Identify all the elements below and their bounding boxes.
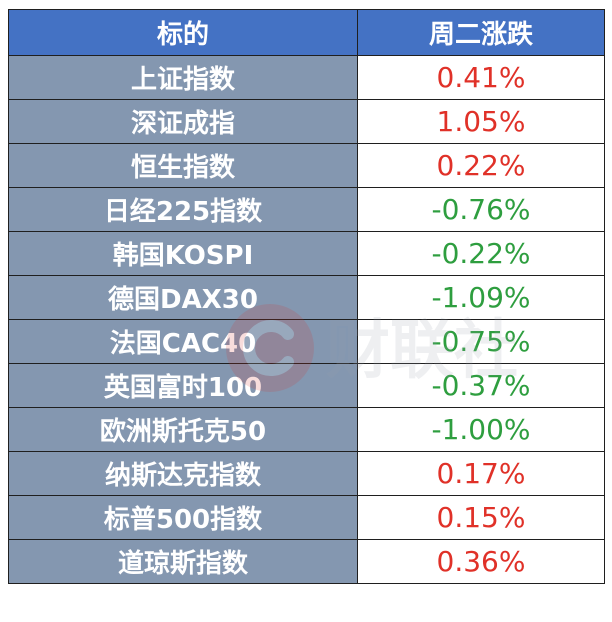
table-row: 道琼斯指数 0.36% xyxy=(8,539,605,584)
table-row: 纳斯达克指数 0.17% xyxy=(8,451,605,496)
table-row: 标普500指数 0.15% xyxy=(8,495,605,540)
index-name-cell: 英国富时100 xyxy=(8,363,358,408)
change-value-cell: 0.22% xyxy=(357,143,605,188)
table-header-row: 标的 周二涨跌 xyxy=(8,9,605,56)
index-name-cell: 纳斯达克指数 xyxy=(8,451,358,496)
change-value-cell: -0.76% xyxy=(357,187,605,232)
change-value-cell: 0.15% xyxy=(357,495,605,540)
header-name: 标的 xyxy=(8,9,358,56)
index-name-cell: 恒生指数 xyxy=(8,143,358,188)
index-name-cell: 欧洲斯托克50 xyxy=(8,407,358,452)
index-name-cell: 日经225指数 xyxy=(8,187,358,232)
change-value-cell: -1.09% xyxy=(357,275,605,320)
change-value-cell: 0.17% xyxy=(357,451,605,496)
index-name-cell: 德国DAX30 xyxy=(8,275,358,320)
index-name-cell: 韩国KOSPI xyxy=(8,231,358,276)
index-name-cell: 法国CAC40 xyxy=(8,319,358,364)
table-row: 欧洲斯托克50 -1.00% xyxy=(8,407,605,452)
table-row: 日经225指数 -0.76% xyxy=(8,187,605,232)
table-body: 上证指数 0.41% 深证成指 1.05% 恒生指数 0.22% 日经225指数 -0.76%… xyxy=(8,55,605,584)
index-name-cell: 道琼斯指数 xyxy=(8,539,358,584)
change-value-cell: -0.37% xyxy=(357,363,605,408)
table-row: 法国CAC40 -0.75% xyxy=(8,319,605,364)
table-row: 英国富时100 -0.37% xyxy=(8,363,605,408)
table-row: 深证成指 1.05% xyxy=(8,99,605,144)
table-row: 韩国KOSPI -0.22% xyxy=(8,231,605,276)
change-value-cell: 0.41% xyxy=(357,55,605,100)
index-change-table: 标的 周二涨跌 上证指数 0.41% 深证成指 1.05% 恒生指数 0.22% 日经225… xyxy=(8,9,605,584)
table-row: 上证指数 0.41% xyxy=(8,55,605,100)
change-value-cell: -0.75% xyxy=(357,319,605,364)
table-row: 德国DAX30 -1.09% xyxy=(8,275,605,320)
change-value-cell: -0.22% xyxy=(357,231,605,276)
change-value-cell: -1.00% xyxy=(357,407,605,452)
header-change: 周二涨跌 xyxy=(357,9,605,56)
change-value-cell: 0.36% xyxy=(357,539,605,584)
index-name-cell: 深证成指 xyxy=(8,99,358,144)
index-name-cell: 上证指数 xyxy=(8,55,358,100)
index-name-cell: 标普500指数 xyxy=(8,495,358,540)
change-value-cell: 1.05% xyxy=(357,99,605,144)
table-row: 恒生指数 0.22% xyxy=(8,143,605,188)
